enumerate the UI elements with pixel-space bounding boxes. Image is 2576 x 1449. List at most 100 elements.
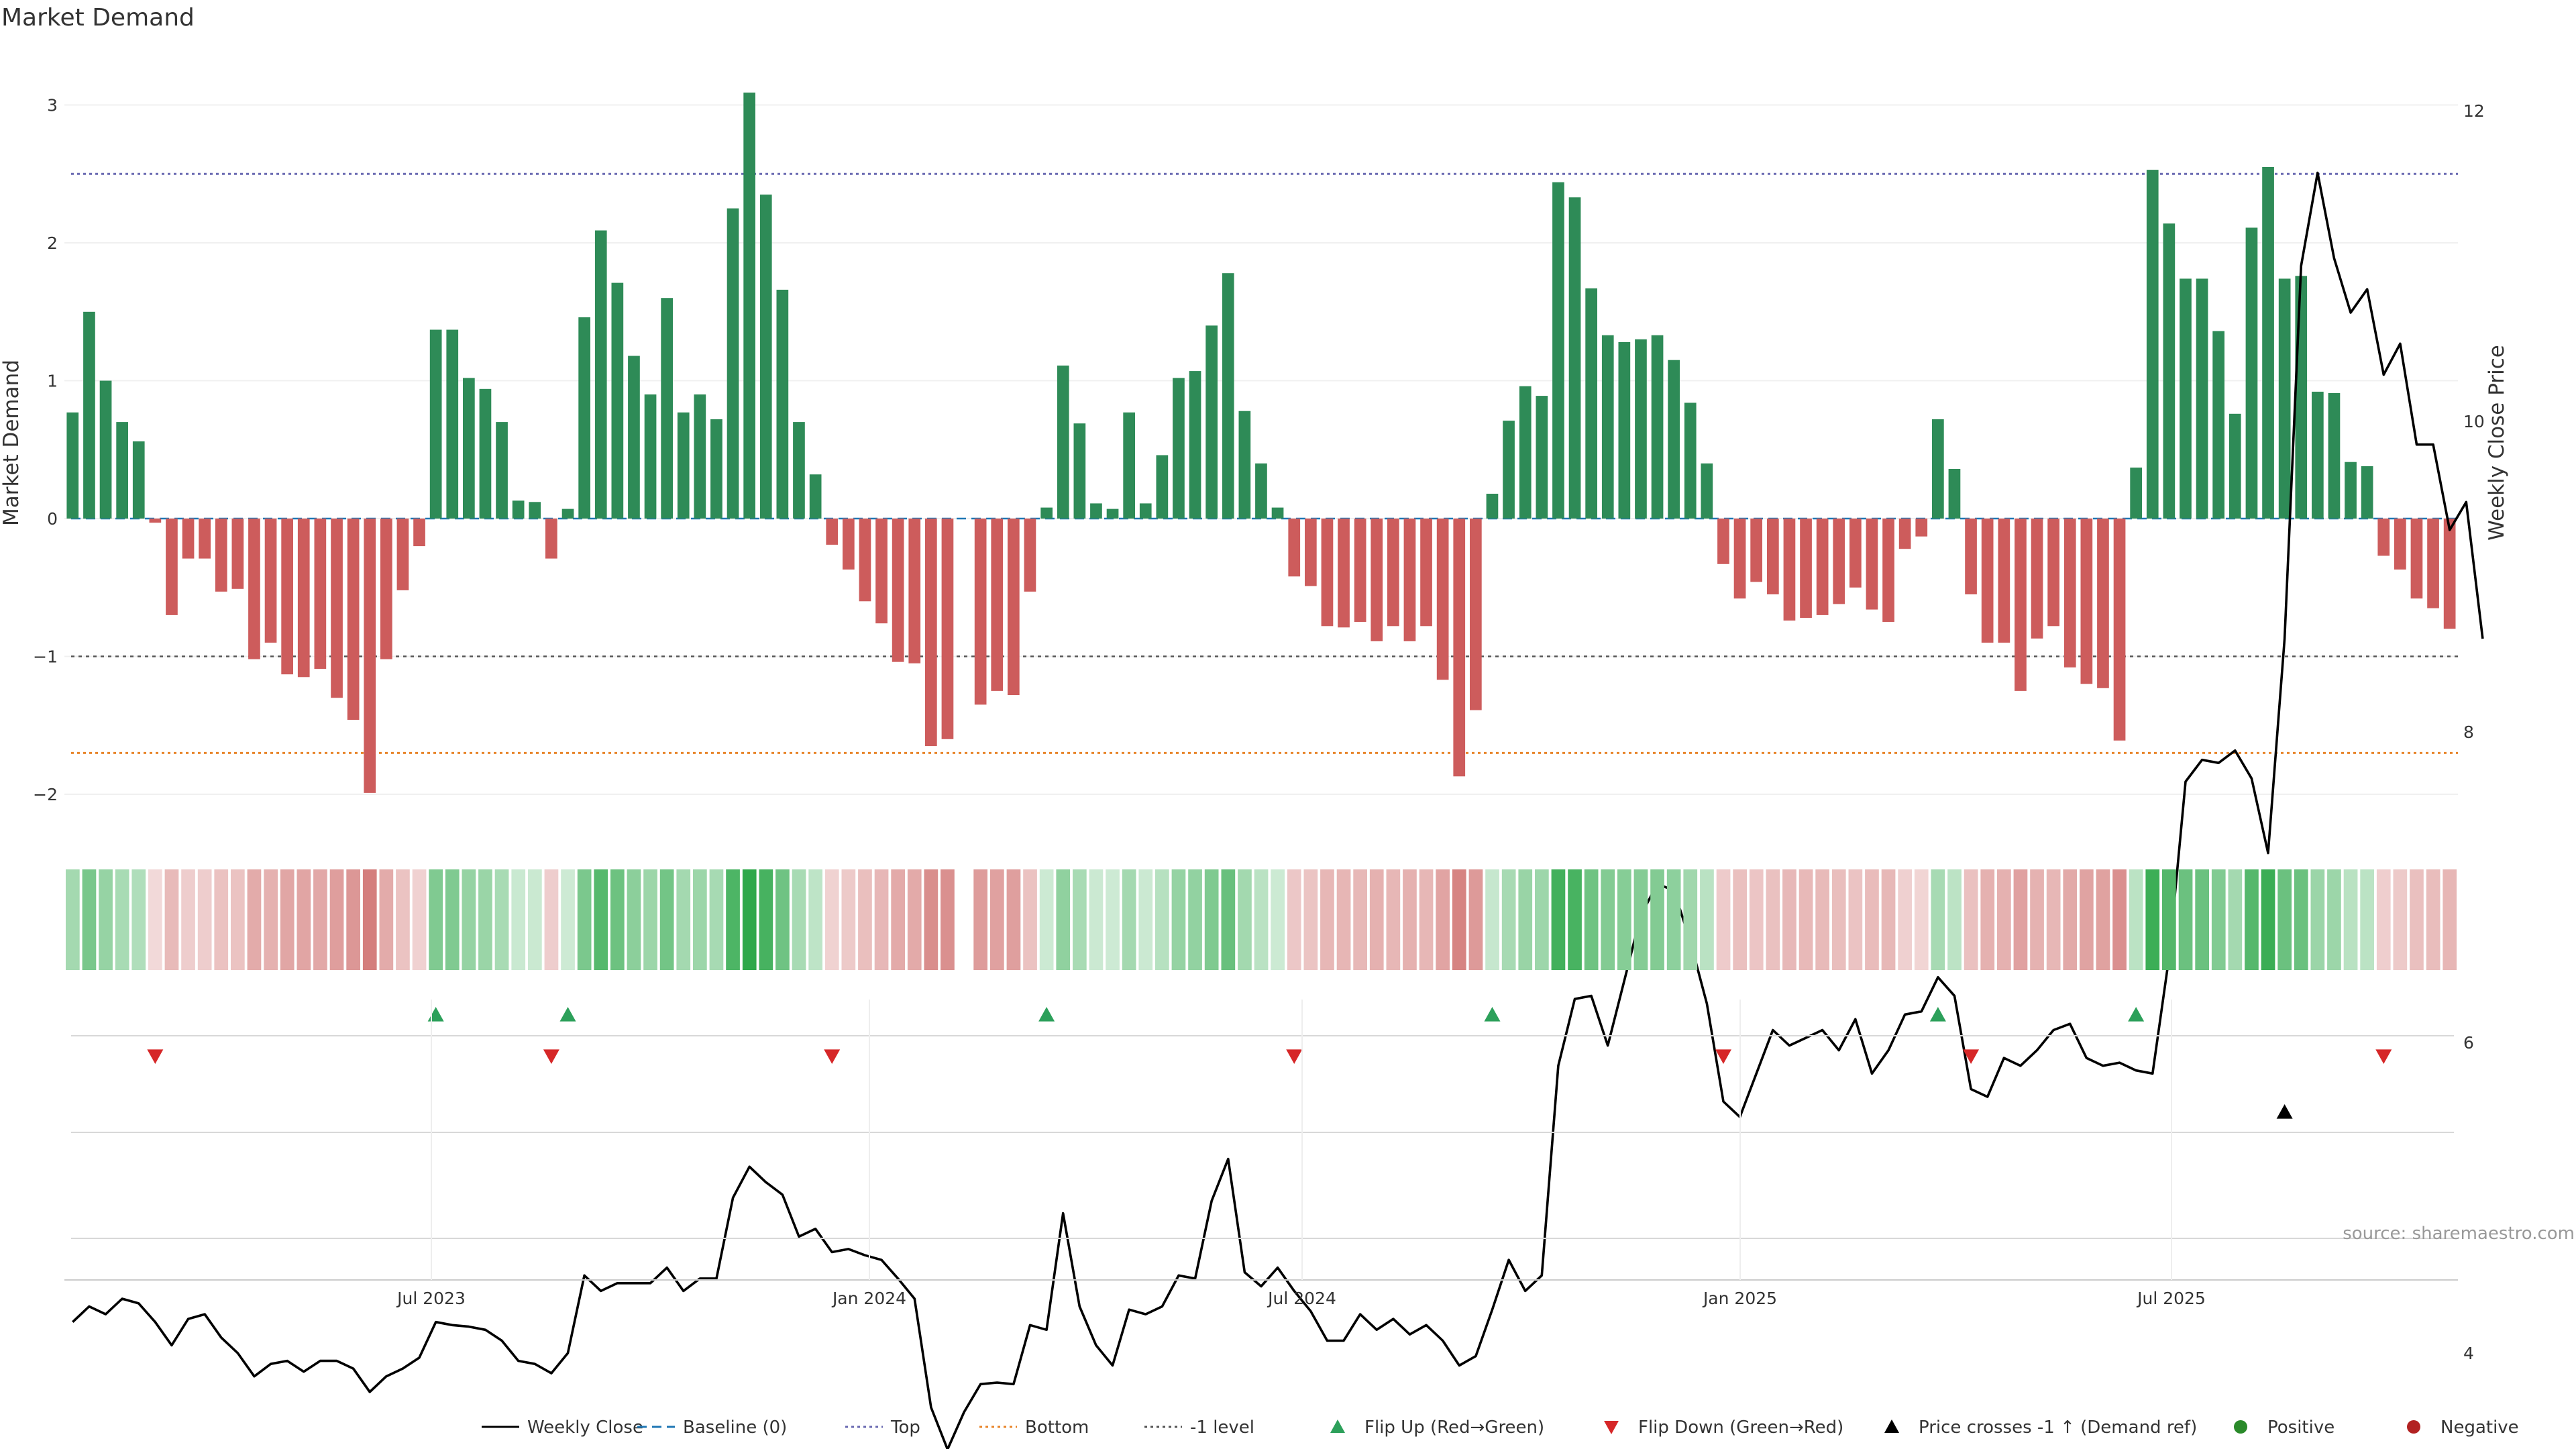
- heat-cell: [1138, 869, 1153, 970]
- demand-bar: [1420, 519, 1432, 627]
- demand-bar: [1981, 519, 1994, 643]
- demand-bar: [1470, 519, 1482, 710]
- demand-bar: [1898, 519, 1911, 549]
- heat-cell: [1485, 869, 1499, 970]
- heat-cell: [2310, 869, 2325, 970]
- heat-cell: [1964, 869, 1978, 970]
- heat-cell: [1568, 869, 1582, 970]
- heat-cell: [1468, 869, 1483, 970]
- demand-bar: [1486, 494, 1499, 519]
- demand-bar: [347, 519, 360, 720]
- demand-bar: [1668, 360, 1680, 519]
- heat-cell: [2211, 869, 2226, 970]
- demand-bar: [2196, 278, 2208, 519]
- heat-cell: [1601, 869, 1615, 970]
- demand-bar: [1651, 335, 1664, 519]
- demand-bar: [1833, 519, 1845, 604]
- demand-bar: [1783, 519, 1796, 621]
- demand-bar: [1585, 288, 1597, 519]
- flip-up-marker: [427, 1007, 444, 1022]
- demand-bar: [892, 519, 904, 662]
- heat-cell: [577, 869, 592, 970]
- demand-bar: [446, 329, 459, 519]
- demand-bar: [1321, 519, 1334, 627]
- demand-bar: [1008, 519, 1020, 695]
- heat-cell: [1518, 869, 1533, 970]
- demand-bar: [991, 519, 1004, 691]
- demand-bar: [1040, 507, 1053, 519]
- heat-cell: [494, 869, 509, 970]
- demand-bar: [281, 519, 293, 675]
- heat-cell: [1831, 869, 1846, 970]
- heat-cell: [742, 869, 757, 970]
- demand-bar: [1371, 519, 1383, 641]
- heat-cell: [792, 869, 806, 970]
- demand-bar: [2097, 519, 2109, 688]
- y2-tick-label: 6: [2463, 1033, 2474, 1053]
- legend-label: Price crosses -1 ↑ (Demand ref): [1919, 1417, 2197, 1438]
- demand-bar: [413, 519, 425, 547]
- heat-cell: [2030, 869, 2044, 970]
- legend-label: Weekly Close: [527, 1417, 643, 1438]
- x-axis: Jul 2023 Jan 2024 Jul 2024 Jan 2025 Jul 2025: [64, 1000, 2458, 1308]
- y2-tick-label: 4: [2463, 1344, 2474, 1363]
- heat-cell: [808, 869, 822, 970]
- heat-cell: [2360, 869, 2374, 970]
- demand-bar: [1139, 503, 1152, 519]
- heat-cell: [643, 869, 657, 970]
- demand-bar: [974, 519, 987, 705]
- demand-bar: [1205, 325, 1218, 519]
- demand-bar: [529, 502, 541, 519]
- y-tick-label: 0: [47, 509, 58, 529]
- flip-down-marker: [147, 1049, 164, 1064]
- demand-bar: [1090, 503, 1102, 519]
- gridlines: [64, 104, 2458, 795]
- heat-cell: [280, 869, 294, 970]
- signal-markers: [71, 1007, 2454, 1239]
- heat-cell: [594, 869, 608, 970]
- heat-cell: [1155, 869, 1169, 970]
- heat-cell: [99, 869, 113, 970]
- heat-cell: [1501, 869, 1516, 970]
- demand-bar: [2345, 462, 2357, 519]
- demand-bar: [2130, 468, 2142, 519]
- heat-cell: [2112, 869, 2127, 970]
- x-tick-label: Jul 2023: [396, 1289, 466, 1308]
- demand-bar: [2295, 276, 2308, 519]
- heat-cell: [2443, 869, 2457, 970]
- heat-cell: [1287, 869, 1301, 970]
- heat-cell: [1221, 869, 1236, 970]
- flip-up-marker: [1038, 1007, 1055, 1022]
- demand-bar: [2047, 519, 2059, 627]
- y-tick-label: 3: [47, 96, 58, 115]
- demand-bar: [429, 329, 442, 519]
- heat-cell: [1749, 869, 1764, 970]
- demand-bar: [1288, 519, 1301, 577]
- demand-bars: [66, 93, 2456, 793]
- heat-cell: [1353, 869, 1367, 970]
- heat-cell: [214, 869, 229, 970]
- heat-cell: [1369, 869, 1384, 970]
- heat-cell: [1914, 869, 1929, 970]
- legend-label: Negative: [2440, 1417, 2519, 1438]
- heat-cell: [874, 869, 889, 970]
- demand-bar: [331, 519, 343, 698]
- demand-bar: [99, 380, 112, 519]
- demand-bar: [199, 519, 211, 559]
- heat-cell: [1865, 869, 1879, 970]
- demand-bar: [1882, 519, 1894, 623]
- demand-bar: [710, 419, 722, 519]
- demand-bar: [1436, 519, 1449, 680]
- heat-cell: [610, 869, 625, 970]
- legend-label: Bottom: [1025, 1417, 1089, 1438]
- heat-cell: [544, 869, 559, 970]
- demand-bar: [1816, 519, 1829, 615]
- demand-bar: [1866, 519, 1878, 610]
- heat-cell: [726, 869, 740, 970]
- demand-bar: [2278, 278, 2291, 519]
- demand-bar: [611, 282, 624, 519]
- demand-bar: [2229, 413, 2241, 519]
- legend-label: Positive: [2267, 1417, 2334, 1438]
- heat-cell: [2327, 869, 2341, 970]
